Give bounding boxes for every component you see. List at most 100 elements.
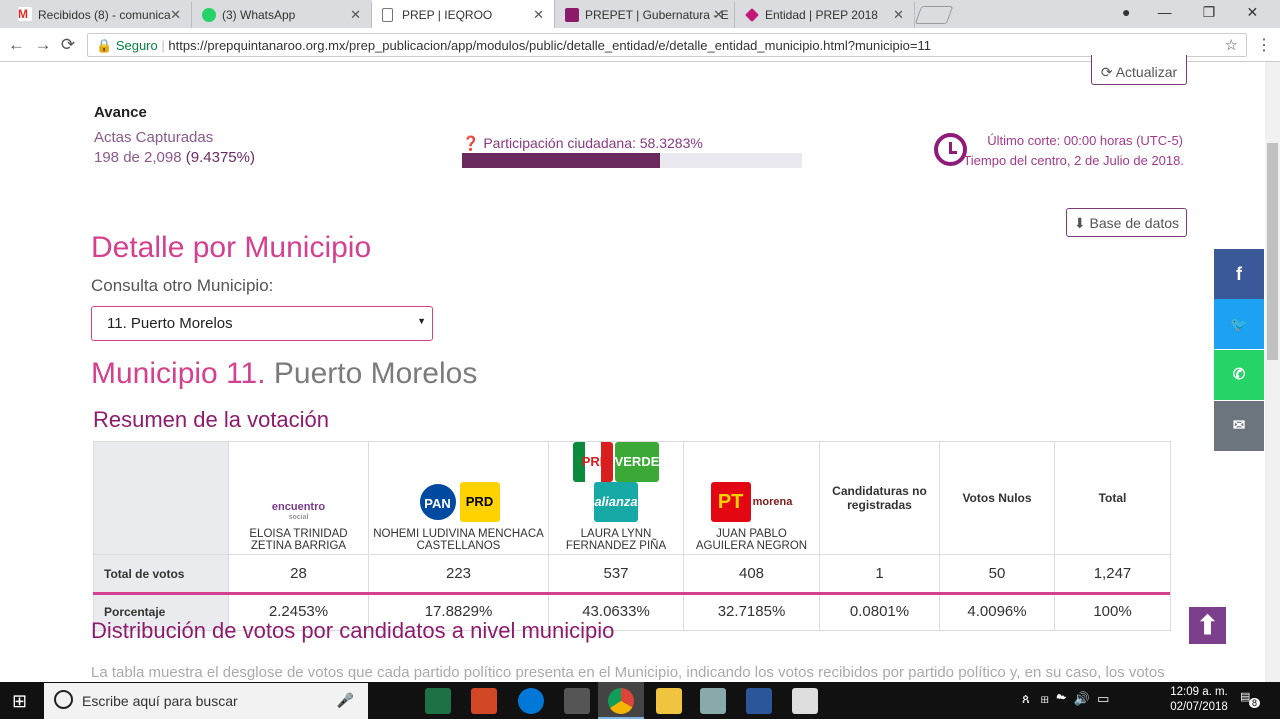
tab[interactable]: PREPET | Gubernatura - E ✕ xyxy=(555,2,735,28)
cell: 43.0633% xyxy=(548,592,684,631)
distribution-text: La tabla muestra el desglose de votos qu… xyxy=(91,664,1165,681)
search-box[interactable]: Escribe aquí para buscar 🎤 xyxy=(44,683,368,719)
party-logo: PT xyxy=(710,482,751,522)
data-row: Total de votos 28 223 537 408 1 50 1,247 xyxy=(93,554,1171,593)
party-logos: PT morena xyxy=(686,482,817,522)
facebook-button[interactable]: f xyxy=(1214,249,1264,299)
corner-cell xyxy=(93,441,229,555)
actas-progress: 198 de 2,098 (9.4375%) xyxy=(94,149,255,166)
app-icon[interactable] xyxy=(700,688,726,714)
cell: 28 xyxy=(228,554,369,593)
chrome-active[interactable] xyxy=(598,682,644,719)
nav-buttons[interactable]: ← → ⟳ xyxy=(8,35,76,54)
page-title: Detalle por Municipio xyxy=(91,231,372,264)
mail-icon[interactable] xyxy=(792,688,818,714)
whatsapp-button[interactable]: ✆ xyxy=(1214,350,1264,400)
table-title: Resumen de la votación xyxy=(93,407,330,432)
edge-icon[interactable] xyxy=(518,688,544,714)
new-tab[interactable] xyxy=(914,6,954,24)
time: 12:09 a. m. xyxy=(1170,686,1228,698)
menu[interactable]: ⋮ xyxy=(1256,37,1272,54)
scroll-top-button[interactable]: ⬆ xyxy=(1189,607,1226,644)
party-logos: PRI VERDEalianza xyxy=(551,442,681,522)
clock: 12:09 a. m. 02/07/2018 xyxy=(1168,686,1230,713)
party-logo: PRD xyxy=(459,482,500,522)
header-row: encuentro social ELOISA TRINIDAD ZETINA BA… xyxy=(93,441,1171,555)
tray-icons[interactable]: ጰ ⊞ ☁ 🔊 ▭ xyxy=(1022,691,1110,706)
excel-icon[interactable] xyxy=(425,688,451,714)
cell: 100% xyxy=(1054,592,1171,631)
participation-bar xyxy=(462,153,661,168)
powerpoint-icon[interactable] xyxy=(471,688,497,714)
date: 02/07/2018 xyxy=(1170,701,1228,713)
word-icon[interactable] xyxy=(746,688,772,714)
scrollbar[interactable] xyxy=(1265,62,1280,682)
search-placeholder: Escribe aquí para buscar xyxy=(82,693,238,709)
tab-title: (3) WhatsApp xyxy=(222,8,296,22)
tab-title: PREPET | Gubernatura - E xyxy=(585,8,729,22)
start-button[interactable]: ⊞ xyxy=(12,691,28,711)
participation-value: 58.3283% xyxy=(639,135,703,151)
cell: 0.0801% xyxy=(819,592,940,631)
municipio-name: Puerto Morelos xyxy=(273,357,478,390)
timezone: Tiempo del centro, 2 de Julio de 2018. xyxy=(963,153,1184,168)
cell: 4.0096% xyxy=(939,592,1055,631)
party-logo: encuentro xyxy=(271,500,326,514)
security-label: Seguro xyxy=(115,38,158,53)
party-logo: social xyxy=(232,514,365,522)
tab-active[interactable]: PREP | IEQROO ✕ xyxy=(372,0,555,28)
party-logos: encuentro social xyxy=(231,500,366,522)
cell: 537 xyxy=(548,554,684,593)
tab-title: Recibidos (8) - comunica xyxy=(38,8,171,22)
tab[interactable]: (3) WhatsApp ✕ xyxy=(192,2,372,28)
column-header: PRI VERDEalianza LAURA LYNN FERNANDEZ PIÑA xyxy=(548,441,684,555)
municipio-select[interactable]: 11. Puerto Morelos ▼ xyxy=(91,306,433,341)
last-cut: Último corte: 00:00 horas (UTC-5) xyxy=(987,133,1183,148)
candidate-name: NOHEMI LUDIVINA MENCHACA CASTELLANOS xyxy=(373,528,544,552)
email-button[interactable]: ✉ xyxy=(1214,401,1264,451)
participation-text: ❓ Participación ciudadana: 58.3283% xyxy=(462,135,703,151)
actas-count: 198 de 2,098 xyxy=(94,149,182,166)
row-label: Total de votos xyxy=(93,554,229,593)
clock-icon xyxy=(934,133,967,166)
cell: 17.8829% xyxy=(368,592,549,631)
store-icon[interactable] xyxy=(564,688,590,714)
column-header: PT morena JUAN PABLO AGUILERA NEGRON xyxy=(683,441,820,555)
explorer-icon[interactable] xyxy=(656,688,682,714)
cell: 1 xyxy=(819,554,940,593)
summary-table: encuentro social ELOISA TRINIDAD ZETINA BA… xyxy=(93,441,1171,631)
column-header: Total xyxy=(1054,441,1171,555)
party-logo: PAN xyxy=(417,482,458,522)
refresh-button[interactable]: ⟳ Actualizar xyxy=(1091,55,1187,85)
refresh-label: Actualizar xyxy=(1115,64,1178,80)
participation-label: Participación ciudadana: xyxy=(483,135,636,151)
cell: 2.2453% xyxy=(228,592,369,631)
candidate-name: LAURA LYNN FERNANDEZ PIÑA xyxy=(565,528,667,552)
database-button[interactable]: ⬇ Base de datos xyxy=(1066,208,1187,237)
candidate-name: JUAN PABLO AGUILERA NEGRON xyxy=(695,528,808,552)
twitter-button[interactable]: 🐦 xyxy=(1214,299,1264,349)
url: https://prepquintanaroo.org.mx/prep_publ… xyxy=(168,38,931,53)
tab-title: PREP | IEQROO xyxy=(402,8,493,22)
cell: 50 xyxy=(939,554,1055,593)
cell: 408 xyxy=(683,554,820,593)
table-border xyxy=(93,592,1170,595)
column-header: encuentro social ELOISA TRINIDAD ZETINA BA… xyxy=(228,441,369,555)
cell: 32.7185% xyxy=(683,592,820,631)
column-header: Candidaturas no registradas xyxy=(819,441,940,555)
party-logo: PRI xyxy=(572,442,613,482)
notification-center[interactable]: ▤ 8 xyxy=(1240,690,1261,710)
tab-title: Entidad | PREP 2018 xyxy=(765,8,878,22)
address-bar[interactable]: 🔒 Seguro | https://prepquintanaroo.org.m… xyxy=(87,33,1247,57)
tab[interactable]: M Recibidos (8) - comunica ✕ xyxy=(8,2,192,28)
database-label: Base de datos xyxy=(1089,215,1180,231)
tab[interactable]: Entidad | PREP 2018 ✕ xyxy=(735,2,915,28)
column-name: Votos Nulos xyxy=(962,491,1032,505)
column-header: Votos Nulos xyxy=(939,441,1055,555)
window-controls[interactable]: ● — ❐ ✕ xyxy=(1122,4,1259,20)
party-logos: PAN PRD xyxy=(371,482,546,522)
selected-municipio: 11. Puerto Morelos xyxy=(107,315,233,332)
participation-track xyxy=(462,153,802,168)
cell: 223 xyxy=(368,554,549,593)
